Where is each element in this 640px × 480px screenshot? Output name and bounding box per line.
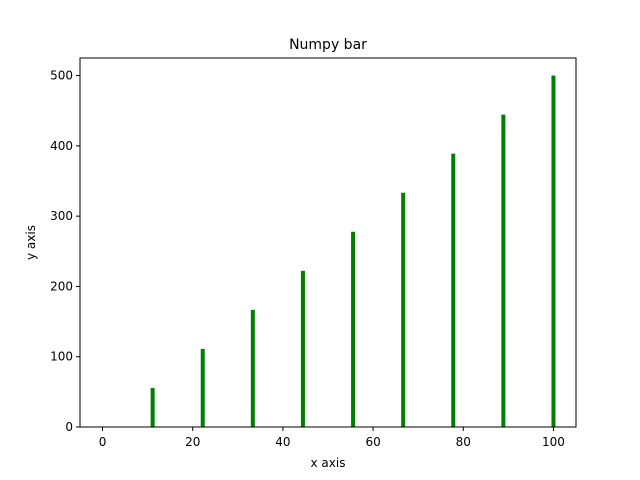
x-tick-label: 100 [542, 435, 565, 449]
bar [300, 270, 305, 427]
x-tick-label: 20 [185, 435, 200, 449]
chart-title: Numpy bar [289, 37, 367, 53]
y-tick-label: 300 [50, 209, 73, 223]
bar [501, 114, 506, 428]
bar [250, 309, 255, 427]
y-axis-label: y axis [24, 225, 38, 260]
y-tick-label: 100 [50, 350, 73, 364]
x-tick-label: 80 [456, 435, 471, 449]
y-tick-label: 0 [65, 420, 73, 434]
bar [200, 348, 205, 427]
x-axis-label: x axis [311, 456, 346, 470]
x-ticks-group: 0 20 40 60 80 100 [99, 427, 565, 449]
bar [451, 153, 456, 428]
y-tick-label: 500 [50, 69, 73, 83]
bars-group [150, 75, 556, 428]
y-tick-label: 200 [50, 279, 73, 293]
plot-frame [79, 57, 577, 428]
y-tick-label: 400 [50, 139, 73, 153]
bar [150, 387, 155, 427]
x-tick-label: 0 [99, 435, 107, 449]
y-ticks-group: 0 100 200 300 400 500 [50, 69, 80, 434]
x-tick-label: 60 [365, 435, 380, 449]
bar [401, 192, 406, 427]
bar [551, 75, 556, 427]
bar [351, 231, 356, 427]
x-tick-label: 40 [275, 435, 290, 449]
